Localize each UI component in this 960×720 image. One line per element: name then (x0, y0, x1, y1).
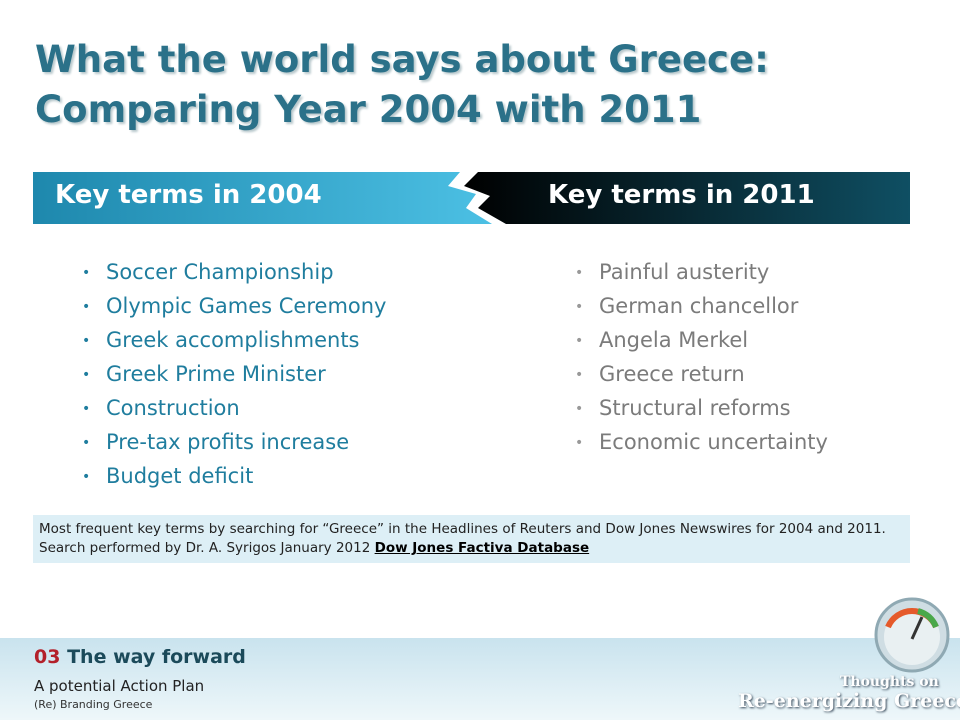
term: Soccer Championship (82, 256, 387, 290)
term-list: Soccer ChampionshipOlympic Games Ceremon… (82, 256, 387, 494)
title-line: What the world says about Greece: (35, 38, 769, 81)
term: Greece return (575, 358, 828, 392)
term: Greek Prime Minister (82, 358, 387, 392)
term: Greek accomplishments (82, 324, 387, 358)
footer (0, 638, 960, 720)
term: Pre-tax profits increase (82, 426, 387, 460)
banner-2011 (464, 172, 910, 224)
logo-text: Thoughts on (840, 674, 939, 690)
note-text: Most frequent key terms by searching for… (39, 521, 886, 556)
title-line: Comparing Year 2004 with 2011 (35, 88, 702, 131)
term: Angela Merkel (575, 324, 828, 358)
banner-2004 (33, 172, 492, 224)
term: Construction (82, 392, 387, 426)
note: Most frequent key terms by searching for… (33, 515, 910, 563)
term: Budget deficit (82, 460, 387, 494)
term: Structural reforms (575, 392, 828, 426)
term: Economic uncertainty (575, 426, 828, 460)
term: Painful austerity (575, 256, 828, 290)
term: German chancellor (575, 290, 828, 324)
section-title: The way forward (67, 646, 246, 668)
footer-line: A potential Action Plan (34, 677, 205, 695)
logo-text: Re-energizing Greece (738, 690, 960, 712)
section-number: 03 (34, 646, 61, 668)
note-link[interactable]: Dow Jones Factiva Database (374, 540, 590, 556)
column-heading: Key terms in 2011 (548, 180, 815, 210)
column-heading: Key terms in 2004 (55, 180, 322, 210)
footer-line: (Re) Branding Greece (34, 698, 153, 711)
banners (33, 172, 910, 224)
term: Olympic Games Ceremony (82, 290, 387, 324)
logo-icon (874, 597, 950, 673)
term-list: Painful austerityGerman chancellorAngela… (575, 256, 828, 460)
